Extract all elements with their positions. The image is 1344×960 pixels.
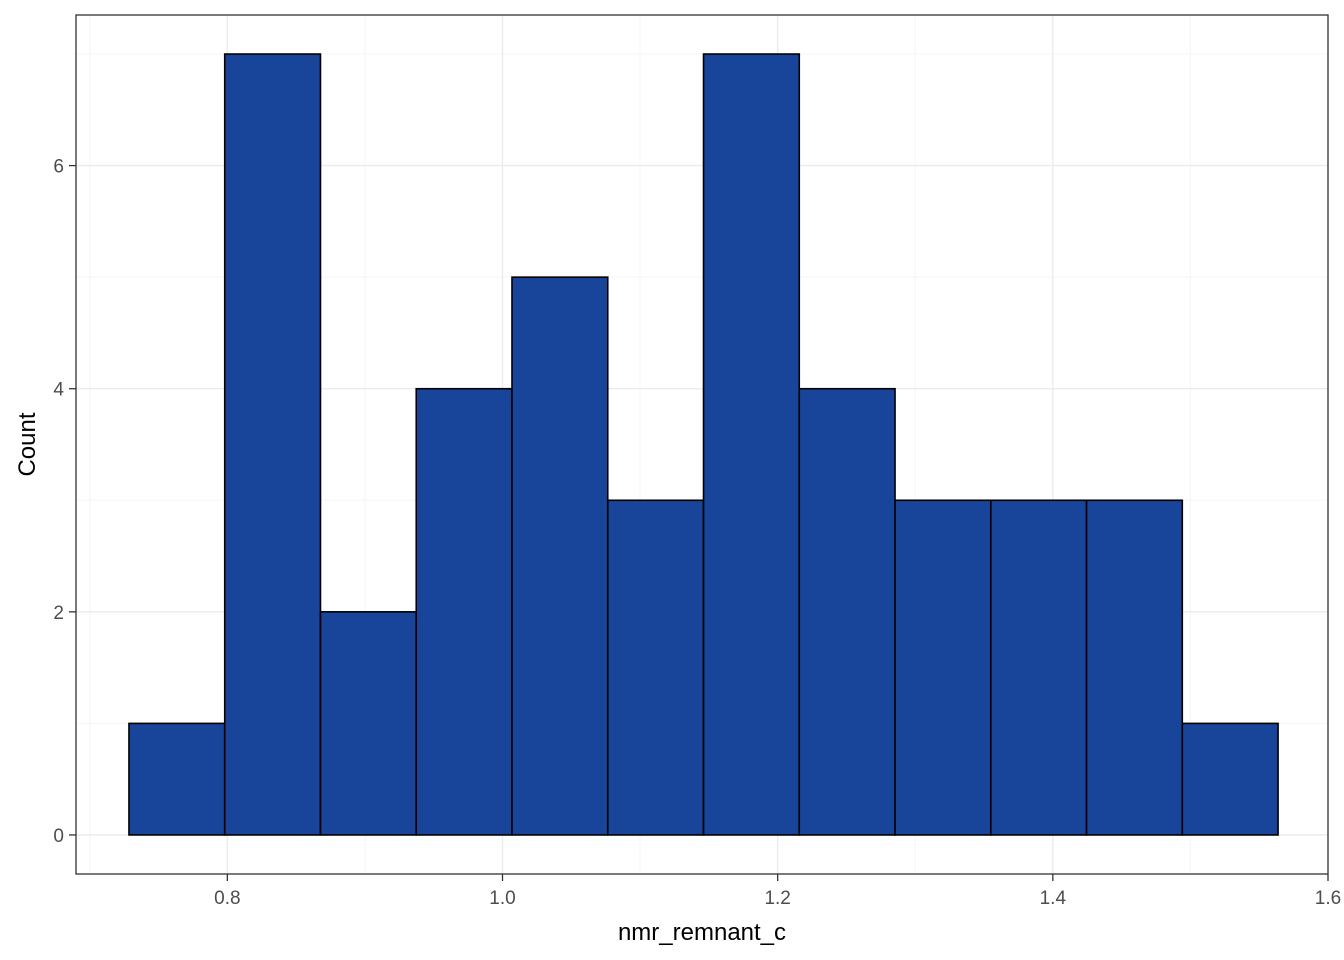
histogram-bar (319, 611, 418, 836)
histogram-bar (798, 387, 896, 836)
y-tick-label: 4 (53, 380, 64, 401)
histogram-bar (128, 722, 226, 836)
histogram-bar (415, 387, 513, 836)
y-tick-label: 2 (53, 603, 64, 624)
histogram-bar (1085, 499, 1184, 836)
histogram-bar (1181, 722, 1279, 836)
histogram-bar (702, 53, 801, 836)
histogram-bar (989, 499, 1088, 836)
y-tick-label: 0 (53, 826, 64, 847)
panel-border (75, 14, 1329, 875)
x-tick-label: 1.2 (764, 888, 790, 909)
histogram-bar (894, 499, 992, 836)
bars (128, 53, 1279, 836)
x-tick-label: 0.8 (214, 888, 240, 909)
histogram-bar (606, 499, 705, 836)
y-axis-title: Count (14, 412, 41, 476)
x-tick-label: 1.6 (1315, 888, 1341, 909)
x-axis-ticks: 0.8 1.0 1.2 1.4 1.6 (214, 874, 1341, 909)
histogram-bar (511, 276, 609, 836)
x-tick-label: 1.0 (489, 888, 515, 909)
x-axis-title: nmr_remnant_c (618, 919, 786, 946)
histogram-bar (223, 53, 322, 836)
x-tick-label: 1.4 (1040, 888, 1067, 909)
y-axis-ticks: 0 2 4 6 (53, 157, 76, 847)
y-tick-label: 6 (53, 157, 64, 178)
